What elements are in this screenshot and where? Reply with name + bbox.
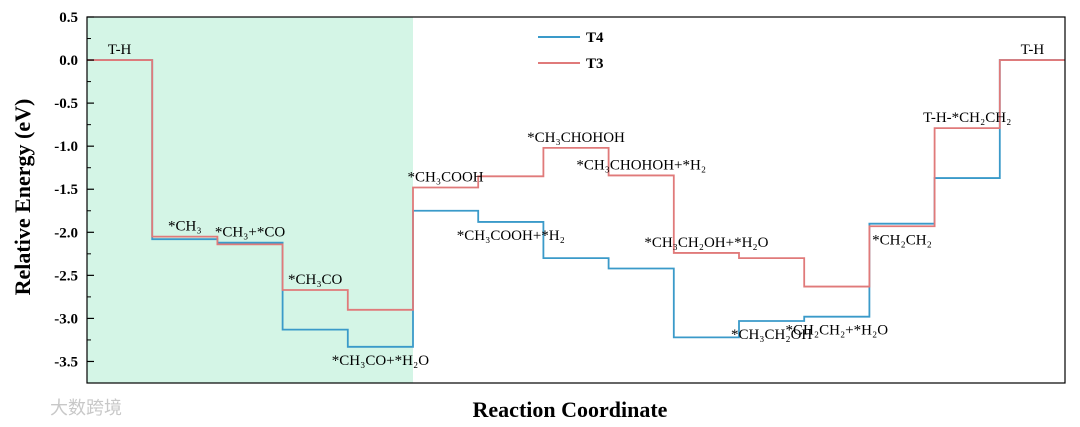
step-label: *CH₃CH₂OH [731, 327, 812, 343]
y-tick-label: -3.0 [54, 311, 78, 327]
y-tick-label: -0.5 [54, 96, 78, 112]
step-label: *CH₃CHOHOH+*H₂ [576, 157, 706, 173]
step-label: *CH₃CH₂OH+*H₂O [644, 235, 768, 251]
shaded-region [87, 17, 413, 383]
step-label: T-H-*CH₂CH₂ [923, 110, 1011, 126]
step-label: *CH₂CH₂+*H₂O [786, 323, 889, 339]
plot-frame [86, 16, 1066, 384]
y-axis-ticks: 0.5 0.0 -0.5 -1.0 -1.5 -2.0 -2.5 -3.0 -3.5 [54, 10, 94, 370]
step-label: *CH₃CO [288, 272, 343, 288]
legend-label-t4: T4 [586, 30, 604, 46]
step-annotations: T-H *CH₃ *CH₃+*CO *CH₃CO *CH₃CO+*H₂O *CH₃COOH… [108, 42, 1045, 369]
x-axis-title: Reaction Coordinate [473, 397, 668, 422]
step-label: *CH₃COOH+*H₂ [457, 228, 565, 244]
step-label: T-H [108, 42, 132, 58]
y-tick-label: -2.0 [54, 225, 78, 241]
series-layer [87, 59, 1065, 348]
series-line-t3 [87, 59, 1065, 311]
y-tick-label: -3.5 [54, 354, 78, 370]
watermark-text: 大数跨境 [50, 398, 122, 418]
y-tick-label: -2.5 [54, 268, 78, 284]
step-label: *CH₃ [168, 219, 202, 235]
step-label: T-H [1021, 42, 1045, 58]
y-tick-label: 0.0 [59, 53, 78, 69]
series-line-t4 [87, 59, 1065, 348]
legend-label-t3: T3 [586, 56, 604, 72]
y-tick-label: -1.0 [54, 139, 78, 155]
step-label: *CH₃+*CO [215, 225, 286, 241]
legend: T4 T3 [538, 30, 604, 72]
step-label: *CH₃COOH [408, 170, 484, 186]
y-tick-label: 0.5 [59, 10, 78, 26]
step-label: *CH₂CH₂ [872, 232, 932, 248]
step-label: *CH₃CHOHOH [527, 130, 625, 146]
y-axis-title: Relative Energy (eV) [10, 99, 35, 296]
step-label: *CH₃CO+*H₂O [332, 353, 429, 369]
y-tick-label: -1.5 [54, 182, 78, 198]
